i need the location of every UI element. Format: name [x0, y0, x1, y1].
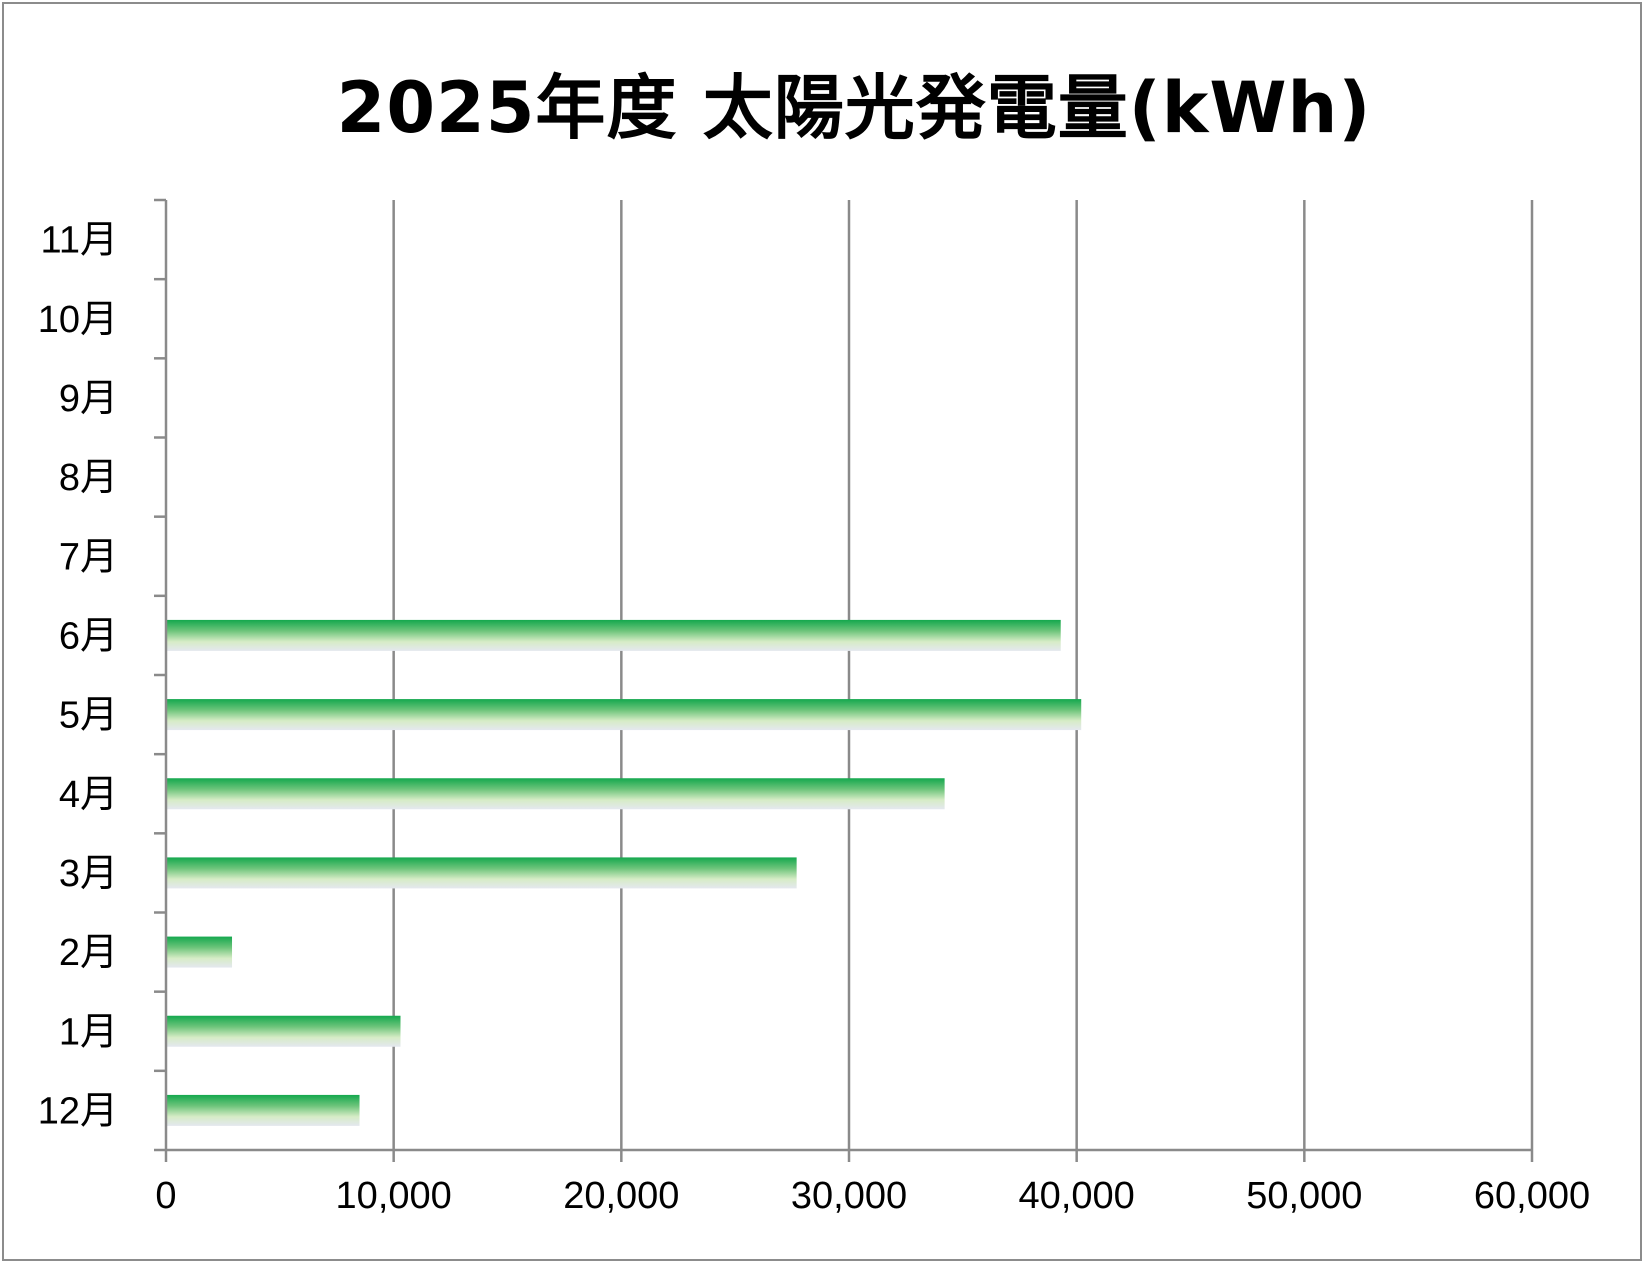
bar	[166, 619, 1061, 651]
y-tick-label: 3月	[59, 853, 118, 895]
x-tick-label: 40,000	[1019, 1175, 1135, 1217]
bar	[166, 778, 945, 810]
axes	[154, 198, 1534, 1162]
x-tick-label: 20,000	[563, 1175, 679, 1217]
bar	[166, 1015, 401, 1047]
y-tick-label: 6月	[59, 615, 118, 657]
x-tick-label: 60,000	[1474, 1175, 1590, 1217]
chart-title: 2025年度 太陽光発電量(kWh)	[336, 67, 1372, 149]
y-tick-label: 9月	[59, 378, 118, 420]
y-tick-label: 12月	[38, 1090, 118, 1132]
y-tick-label: 5月	[59, 695, 118, 737]
gridlines	[392, 200, 1534, 1150]
y-tick-label: 10月	[38, 299, 118, 341]
y-tick-label: 2月	[59, 932, 118, 974]
bar	[166, 699, 1082, 731]
x-tick-label: 0	[155, 1175, 176, 1217]
x-tick-label: 30,000	[791, 1175, 907, 1217]
bars	[166, 619, 1082, 1126]
y-tick-label: 7月	[59, 536, 118, 578]
tick-labels: 0 10,000 20,000 30,000 40,000 50,000 60,000 12月…	[38, 220, 1590, 1217]
bar	[166, 936, 233, 968]
bar	[166, 1094, 360, 1126]
bar	[166, 857, 797, 889]
x-tick-label: 10,000	[336, 1175, 452, 1217]
y-tick-label: 11月	[41, 220, 118, 262]
x-tick-label: 50,000	[1246, 1175, 1362, 1217]
y-tick-label: 4月	[59, 774, 118, 816]
y-tick-label: 8月	[59, 457, 118, 499]
y-tick-label: 1月	[59, 1011, 118, 1053]
